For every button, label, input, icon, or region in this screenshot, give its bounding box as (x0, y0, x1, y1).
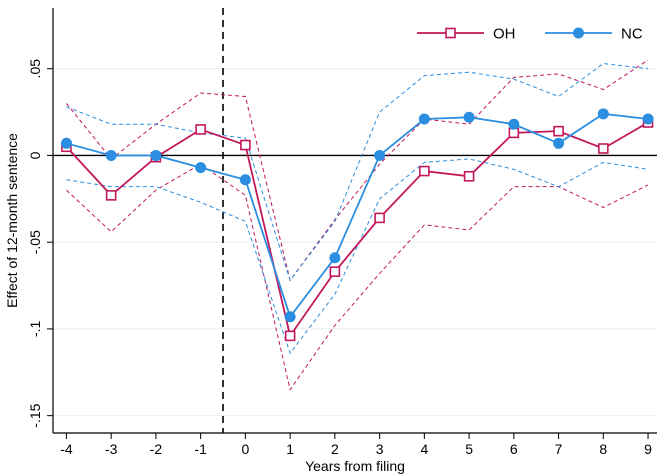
data-point-nc (150, 149, 162, 161)
x-tick-label: -2 (150, 441, 163, 457)
series-markers (60, 108, 654, 342)
data-point-oh (284, 330, 296, 342)
data-point-nc (597, 108, 609, 120)
data-point-oh (105, 190, 117, 201)
y-tick-label: -.15 (27, 403, 43, 427)
series-line-nc (66, 112, 649, 319)
ci-upper-nc (66, 62, 649, 282)
data-point-nc (553, 137, 565, 149)
data-point-nc (239, 174, 251, 186)
y-tick-label: 0 (27, 151, 43, 159)
data-point-nc (374, 149, 386, 161)
y-tick-label: .05 (27, 59, 43, 79)
legend-label-oh: OH (493, 26, 516, 43)
x-tick-label: 0 (241, 441, 249, 457)
x-tick-label: 6 (510, 441, 518, 457)
data-point-oh (329, 266, 341, 277)
legend-marker-oh (445, 27, 456, 39)
legend-marker-nc (573, 27, 584, 39)
y-axis-title: Effect of 12-month sentence (4, 133, 20, 308)
ci-lower-nc (66, 158, 649, 355)
data-point-oh (195, 124, 206, 135)
data-point-nc (418, 113, 430, 125)
data-point-oh (419, 165, 430, 177)
x-tick-label: -3 (105, 441, 118, 457)
y-tick-label: -.05 (27, 230, 43, 254)
x-tick-label: 5 (465, 441, 473, 457)
x-tick-label: 7 (555, 441, 563, 457)
x-tick-label: 3 (376, 441, 384, 457)
data-point-nc (60, 137, 72, 149)
data-point-oh (508, 127, 520, 139)
x-tick-label: 8 (599, 441, 607, 457)
ci-upper-oh (66, 59, 649, 282)
data-point-nc (195, 162, 207, 174)
series-line-oh (65, 121, 649, 339)
data-point-oh (598, 143, 609, 154)
x-tick-label: 9 (644, 441, 652, 457)
x-tick-label: 2 (331, 441, 339, 457)
data-point-nc (463, 111, 475, 123)
x-tick-label: 1 (286, 441, 294, 457)
data-point-oh (374, 212, 385, 224)
data-point-nc (642, 113, 654, 125)
x-tick-label: 4 (420, 441, 428, 457)
y-tick-label: -.1 (27, 321, 43, 338)
data-point-oh (463, 170, 475, 182)
x-axis-title: Years from filing (305, 458, 405, 474)
x-tick-label: -1 (194, 441, 207, 457)
data-point-oh (240, 139, 251, 151)
data-point-nc (105, 149, 117, 161)
legend: OH NC (417, 26, 643, 43)
data-point-nc (329, 252, 341, 264)
data-point-nc (284, 311, 296, 323)
confidence-bands (66, 59, 649, 391)
x-tick-label: -4 (60, 441, 73, 457)
data-point-oh (553, 125, 564, 137)
data-point-nc (508, 118, 520, 130)
grid-lines (53, 68, 657, 417)
ci-lower-oh (66, 163, 649, 391)
axes: -4 -3 -2 -1 0 1 2 3 4 5 6 7 8 9 .05 0 -.05 -.1 -.15 (27, 8, 657, 457)
series-lines (65, 112, 649, 339)
legend-label-nc: NC (621, 26, 643, 43)
